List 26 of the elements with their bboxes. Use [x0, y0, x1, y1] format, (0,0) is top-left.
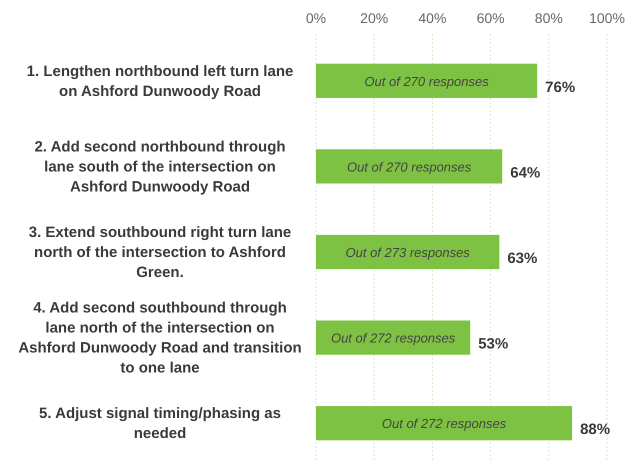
x-tick-label: 20% — [360, 10, 388, 26]
bar — [316, 64, 538, 98]
x-tick-label: 40% — [418, 10, 446, 26]
x-tick-label: 60% — [476, 10, 505, 26]
y-tick-label: 4. Add second southbound through lane north of the intersection on Ashford Dunwoody Road and transition to one lane — [18, 300, 302, 377]
data-label: 63% — [507, 250, 538, 267]
bar — [316, 320, 470, 355]
annotation: Out of 270 responses — [364, 74, 490, 89]
data-label: 53% — [478, 336, 508, 353]
bar — [316, 234, 500, 270]
y-tick-label: 5. Adjust signal timing/phasing as needed — [39, 405, 281, 442]
annotation: Out of 272 responses — [330, 330, 456, 346]
x-tick-label: 0% — [306, 10, 326, 26]
data-label: 64% — [510, 164, 540, 182]
bar — [316, 406, 572, 440]
annotation: Out of 270 responses — [346, 159, 472, 174]
x-tick-label: 100% — [589, 10, 625, 26]
data-label: 88% — [580, 421, 610, 438]
annotation: Out of 272 responses — [382, 416, 507, 432]
x-tick-label: 80% — [534, 10, 563, 26]
y-tick-label: 1. Lengthen northbound left turn lane on Ashford Dunwoody Road — [26, 62, 294, 100]
y-tick-label: 2. Add second northbound through lane south of the intersection on Ashford Dunwoody Road — [34, 138, 286, 196]
bar — [316, 149, 502, 184]
data-label: 76% — [545, 78, 576, 96]
annotation: Out of 273 responses — [346, 245, 470, 260]
y-tick-label: 3. Extend southbound right turn lane north of the intersection to Ashford Green. — [28, 224, 292, 281]
